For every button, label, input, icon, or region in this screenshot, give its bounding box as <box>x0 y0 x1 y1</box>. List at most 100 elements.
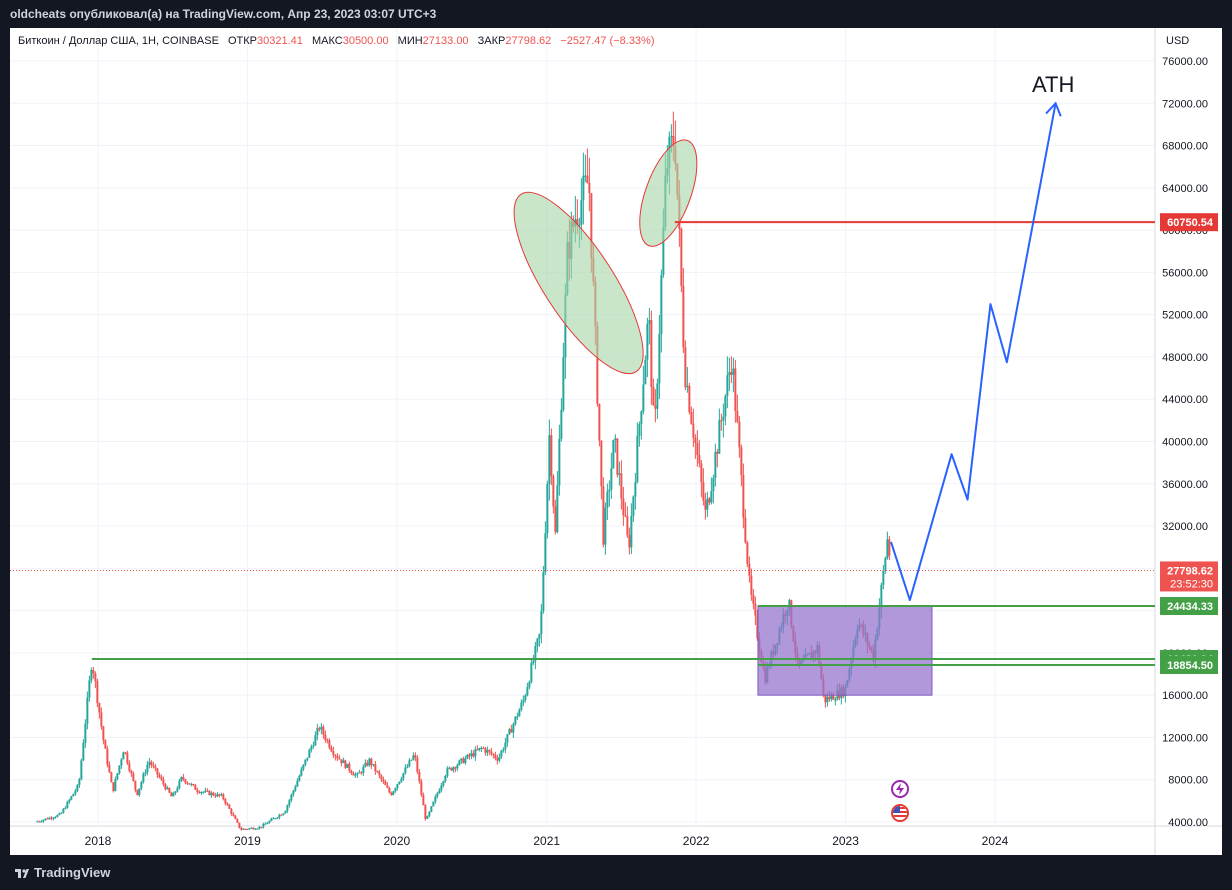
candle <box>562 342 565 413</box>
lightning-icon[interactable] <box>891 780 909 798</box>
candle-body <box>334 755 337 757</box>
price-unit: USD <box>1166 35 1190 47</box>
candle-body <box>702 482 705 501</box>
candle-body <box>322 726 325 735</box>
candle-body <box>596 325 599 404</box>
candle <box>732 357 735 393</box>
ath-annotation: ATH <box>1032 72 1075 97</box>
candle <box>282 813 285 816</box>
candle-body <box>714 451 717 478</box>
low-label: МИН <box>397 35 423 47</box>
level-tag: 24434.33 <box>1160 597 1218 616</box>
candle <box>698 439 701 468</box>
candle <box>348 761 351 773</box>
candle <box>344 759 347 770</box>
candle <box>386 782 389 789</box>
candle-body <box>190 784 193 786</box>
candle <box>524 693 527 703</box>
candle-body <box>128 763 131 771</box>
candle <box>132 771 135 782</box>
candle-body <box>724 396 727 417</box>
candle <box>352 771 355 776</box>
candle-body <box>298 775 301 781</box>
candle-body <box>586 175 589 183</box>
candle <box>294 784 297 792</box>
candle-body <box>236 819 239 823</box>
candle <box>742 463 745 529</box>
candle-body <box>130 770 133 774</box>
candle-body <box>626 516 629 536</box>
x-tick-label: 2021 <box>533 834 560 848</box>
candle <box>42 819 45 823</box>
candle <box>152 761 155 769</box>
candle <box>460 758 463 764</box>
candle-body <box>122 752 125 760</box>
candle <box>540 603 543 644</box>
candle <box>380 774 383 783</box>
candle <box>686 367 689 393</box>
candle-body <box>476 749 479 751</box>
candle-body <box>146 764 149 773</box>
candle <box>258 825 261 830</box>
candle <box>426 815 429 819</box>
candle <box>690 406 693 425</box>
candle-body <box>632 496 635 516</box>
candle <box>534 641 537 670</box>
open-label: ОТКР <box>227 35 258 47</box>
y-tick-label: 12000.00 <box>1162 732 1208 744</box>
candle <box>326 738 329 744</box>
candle-body <box>158 774 161 778</box>
candle-body <box>392 791 395 796</box>
candle-body <box>440 785 443 791</box>
candle-body <box>514 716 517 725</box>
candle-body <box>48 817 51 820</box>
candle-body <box>306 757 309 760</box>
candle-body <box>602 486 605 545</box>
candle <box>660 269 663 353</box>
candle-body <box>500 750 503 757</box>
candle-body <box>488 749 491 752</box>
candle-body <box>458 760 461 766</box>
candle <box>738 415 741 458</box>
chart-frame[interactable]: 4000.008000.0012000.0016000.0020000.0024… <box>10 28 1222 855</box>
candle <box>472 749 475 758</box>
candle-body <box>552 476 555 507</box>
candle <box>254 828 257 830</box>
candle <box>108 761 111 774</box>
candle <box>682 267 685 354</box>
candle-body <box>36 821 39 823</box>
candle-body <box>178 780 181 789</box>
symbol-label: Биткоин / Доллар США, 1Н, COINBASE <box>18 35 219 47</box>
tradingview-logo-icon <box>15 869 29 878</box>
price-chart[interactable]: 4000.008000.0012000.0016000.0020000.0024… <box>10 28 1222 855</box>
candle-body <box>84 723 87 743</box>
candle <box>536 637 539 653</box>
candle <box>658 315 661 400</box>
candle <box>430 806 433 813</box>
candle <box>280 814 283 816</box>
candle <box>694 434 697 459</box>
candle <box>230 808 233 816</box>
candle-body <box>544 533 547 573</box>
candle-body <box>886 539 889 559</box>
candle-body <box>348 763 351 771</box>
candle-body <box>204 790 207 792</box>
candle <box>720 413 723 431</box>
candle-body <box>316 728 319 736</box>
candle-body <box>42 819 45 822</box>
candle <box>126 750 129 765</box>
candle <box>824 694 827 708</box>
candle-body <box>536 638 539 647</box>
y-tick-label: 32000.00 <box>1162 521 1208 533</box>
candle-body <box>422 794 425 806</box>
candle-body <box>672 135 675 147</box>
candle-body <box>490 751 493 755</box>
level-tag-bg <box>1160 597 1218 616</box>
candle <box>204 787 207 793</box>
us-flag-icon[interactable] <box>891 804 909 822</box>
y-tick-label: 76000.00 <box>1162 56 1208 68</box>
ohlc-legend: Биткоин / Доллар США, 1Н, COINBASE ОТКР3… <box>18 35 661 47</box>
candle-body <box>144 772 147 774</box>
candle <box>636 422 639 484</box>
candle <box>164 782 167 791</box>
